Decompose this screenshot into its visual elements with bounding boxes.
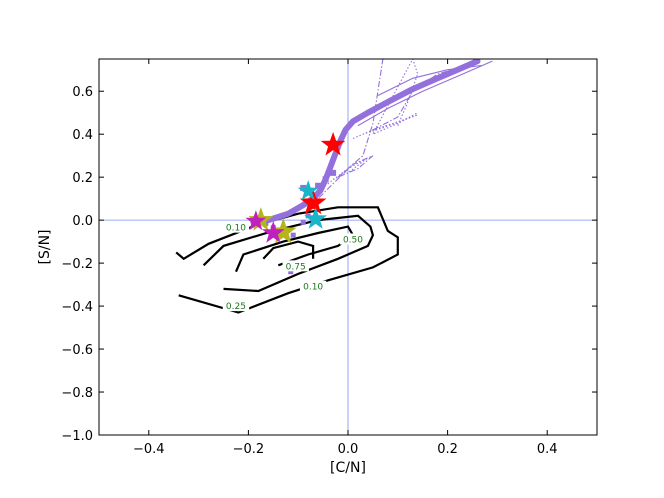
track-marker bbox=[330, 169, 337, 176]
y-tick-label: −0.8 bbox=[61, 386, 93, 401]
y-tick-label: 0.4 bbox=[72, 128, 93, 143]
contour-line bbox=[202, 214, 375, 293]
track-marker bbox=[288, 269, 294, 275]
track-line bbox=[371, 59, 419, 136]
contour-line bbox=[234, 225, 355, 273]
star-marker bbox=[320, 131, 346, 156]
track-line bbox=[372, 64, 468, 131]
contour-label: 0.75 bbox=[286, 262, 306, 272]
reference-lines bbox=[99, 59, 597, 435]
contour-label-bg bbox=[222, 300, 250, 312]
y-tick-label: 0.0 bbox=[72, 214, 93, 229]
y-tick-label: 0.2 bbox=[72, 171, 93, 186]
contour-label-bg bbox=[339, 233, 367, 245]
contour-label: 0.50 bbox=[343, 235, 363, 245]
star-marker bbox=[261, 221, 285, 243]
contour-label-bg bbox=[299, 280, 327, 292]
star-marker bbox=[299, 189, 327, 215]
plot-frame bbox=[98, 58, 598, 436]
y-tick-label: −0.2 bbox=[61, 257, 93, 272]
y-tick-label: −1.0 bbox=[61, 429, 93, 444]
x-axis-title: [C/N] bbox=[330, 460, 366, 476]
contour-label: 0.10 bbox=[226, 224, 246, 234]
track-line bbox=[337, 59, 384, 178]
track-line bbox=[307, 157, 369, 200]
y-tick-label: −0.4 bbox=[61, 300, 93, 315]
star-markers bbox=[245, 131, 346, 244]
star-marker bbox=[245, 210, 267, 231]
contour-labels: 0.10 0.10 0.25 0.50 0.75 bbox=[222, 221, 367, 312]
contour-line bbox=[262, 240, 315, 260]
axis-ticks: −0.4 −0.2 0.0 0.2 0.4 −1.0 −0.8 −0.6 −0.4 −0.2 0.0… bbox=[61, 59, 597, 457]
x-tick-label: 0.2 bbox=[437, 442, 458, 457]
y-axis-title: [S/N] bbox=[37, 230, 53, 265]
star-marker bbox=[269, 218, 297, 244]
track-marker bbox=[322, 176, 329, 183]
contour-label-bg bbox=[282, 260, 309, 272]
contour-label: 0.10 bbox=[303, 283, 323, 293]
contour-label: 0.25 bbox=[226, 302, 246, 312]
star-marker bbox=[297, 180, 319, 200]
track-line bbox=[357, 60, 493, 127]
x-tick-label: −0.2 bbox=[233, 442, 265, 457]
y-tick-label: 0.6 bbox=[72, 85, 93, 100]
contour-label-bg bbox=[222, 221, 250, 233]
track-marker bbox=[300, 219, 306, 225]
track-line bbox=[352, 114, 418, 140]
track-line bbox=[297, 155, 374, 208]
x-tick-label: 0.0 bbox=[338, 442, 359, 457]
y-tick-label: −0.6 bbox=[61, 343, 93, 358]
x-tick-label: −0.4 bbox=[133, 442, 165, 457]
star-marker bbox=[304, 207, 327, 229]
x-tick-label: 0.4 bbox=[537, 442, 558, 457]
track-marker bbox=[315, 182, 322, 189]
track-marker bbox=[290, 232, 296, 238]
